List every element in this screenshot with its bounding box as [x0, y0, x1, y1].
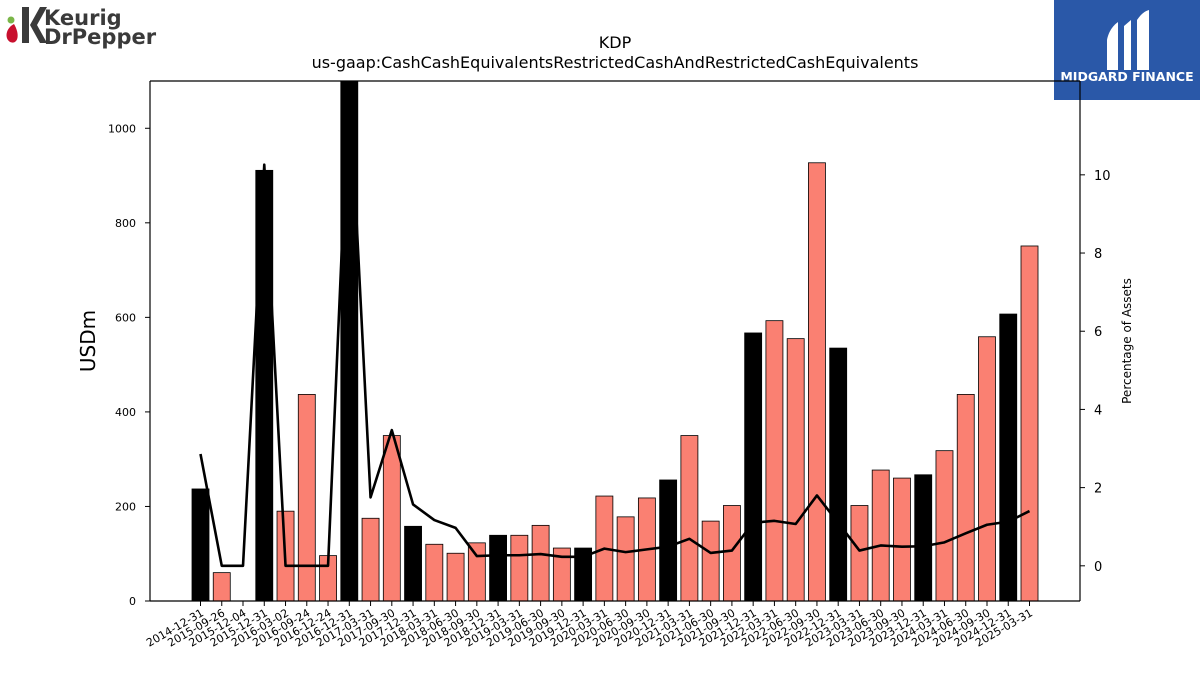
bar-2021-03-31	[680, 435, 699, 601]
y-tick-label-left-400: 400	[115, 406, 136, 419]
bar-2016-12-31	[340, 81, 359, 601]
bar-2023-12-31	[914, 474, 933, 601]
logo-line1: Keurig	[44, 6, 122, 30]
bar-2021-09-30	[723, 505, 741, 601]
chart-subtitle: us-gaap:CashCashEquivalentsRestrictedCas…	[312, 53, 919, 72]
bar-2022-12-31	[829, 347, 848, 601]
brand-logo-right: MIDGARD FINANCE	[1054, 0, 1200, 100]
y-tick-label-left-800: 800	[115, 217, 136, 230]
bar-series	[191, 81, 1039, 601]
y-tick-label-left-200: 200	[115, 500, 136, 513]
bar-2020-12-31	[659, 479, 678, 601]
bar-2023-03-31	[850, 505, 869, 601]
bar-2017-09-30	[382, 435, 401, 601]
bar-2023-09-30	[893, 477, 911, 601]
bar-2021-06-30	[701, 520, 720, 601]
bar-2017-12-31	[404, 525, 422, 601]
y-tick-label-right-0: 0	[1094, 560, 1102, 575]
y-axis-left-ticks: 0 200 400 600 800 1000	[108, 122, 150, 608]
bar-2015-12-31	[255, 169, 274, 601]
y-tick-label-left-0: 0	[129, 595, 136, 608]
y-axis-label-right: Percentage of Assets	[1120, 278, 1134, 404]
percentage-line	[199, 81, 1031, 568]
bar-2022-03-31	[765, 320, 784, 601]
chart-title: KDP	[599, 33, 632, 52]
bar-2017-03-31	[361, 517, 380, 601]
y-tick-label-right-8: 8	[1094, 247, 1102, 262]
y-axis-label-left: USDm	[76, 310, 100, 372]
bar-2022-06-30	[786, 338, 805, 601]
bar-2025-03-31	[1020, 245, 1039, 601]
bar-2019-03-31	[510, 534, 529, 601]
axes-frame	[149, 80, 1081, 602]
brand-right-text: MIDGARD FINANCE	[1060, 69, 1193, 84]
bar-2021-12-31	[744, 332, 763, 601]
midgard-mark-icon	[1107, 10, 1149, 70]
x-axis-ticks: 2014-12-312015-09-262015-12-042015-12-31…	[144, 601, 1035, 650]
bar-2024-06-30	[956, 394, 975, 601]
logo-red-drop-icon	[6, 24, 18, 43]
bar-2022-09-30	[808, 162, 826, 601]
y-tick-label-right-6: 6	[1094, 325, 1102, 340]
bar-2014-12-31	[191, 488, 210, 601]
brand-logo-left: Keurig DrPepper	[6, 6, 157, 49]
bar-2018-09-30	[467, 542, 486, 601]
percentage-line-series	[199, 81, 1031, 568]
bar-2018-06-30	[446, 552, 465, 601]
logo-k-mark-icon	[22, 7, 47, 43]
bar-2018-12-31	[489, 534, 507, 601]
logo-line2: DrPepper	[44, 25, 157, 49]
y-tick-label-right-10: 10	[1094, 169, 1111, 184]
bar-2016-09-24	[297, 394, 316, 601]
y-tick-label-right-2: 2	[1094, 482, 1102, 497]
bar-2018-03-31	[425, 543, 444, 601]
y-axis-right-ticks: 0 2 4 6 8 10	[1080, 169, 1111, 575]
bar-2024-09-30	[978, 336, 996, 601]
bar-2023-06-30	[871, 469, 890, 601]
bar-2015-09-26	[212, 572, 231, 601]
logo-green-dot-icon	[7, 16, 15, 24]
bar-2024-12-31	[999, 313, 1018, 601]
bar-2020-06-30	[616, 516, 635, 601]
y-tick-label-left-1000: 1000	[108, 122, 136, 135]
y-tick-label-left-600: 600	[115, 311, 136, 324]
bar-2019-06-30	[531, 524, 550, 601]
y-tick-label-right-4: 4	[1094, 403, 1102, 418]
bar-2024-03-31	[935, 450, 954, 601]
